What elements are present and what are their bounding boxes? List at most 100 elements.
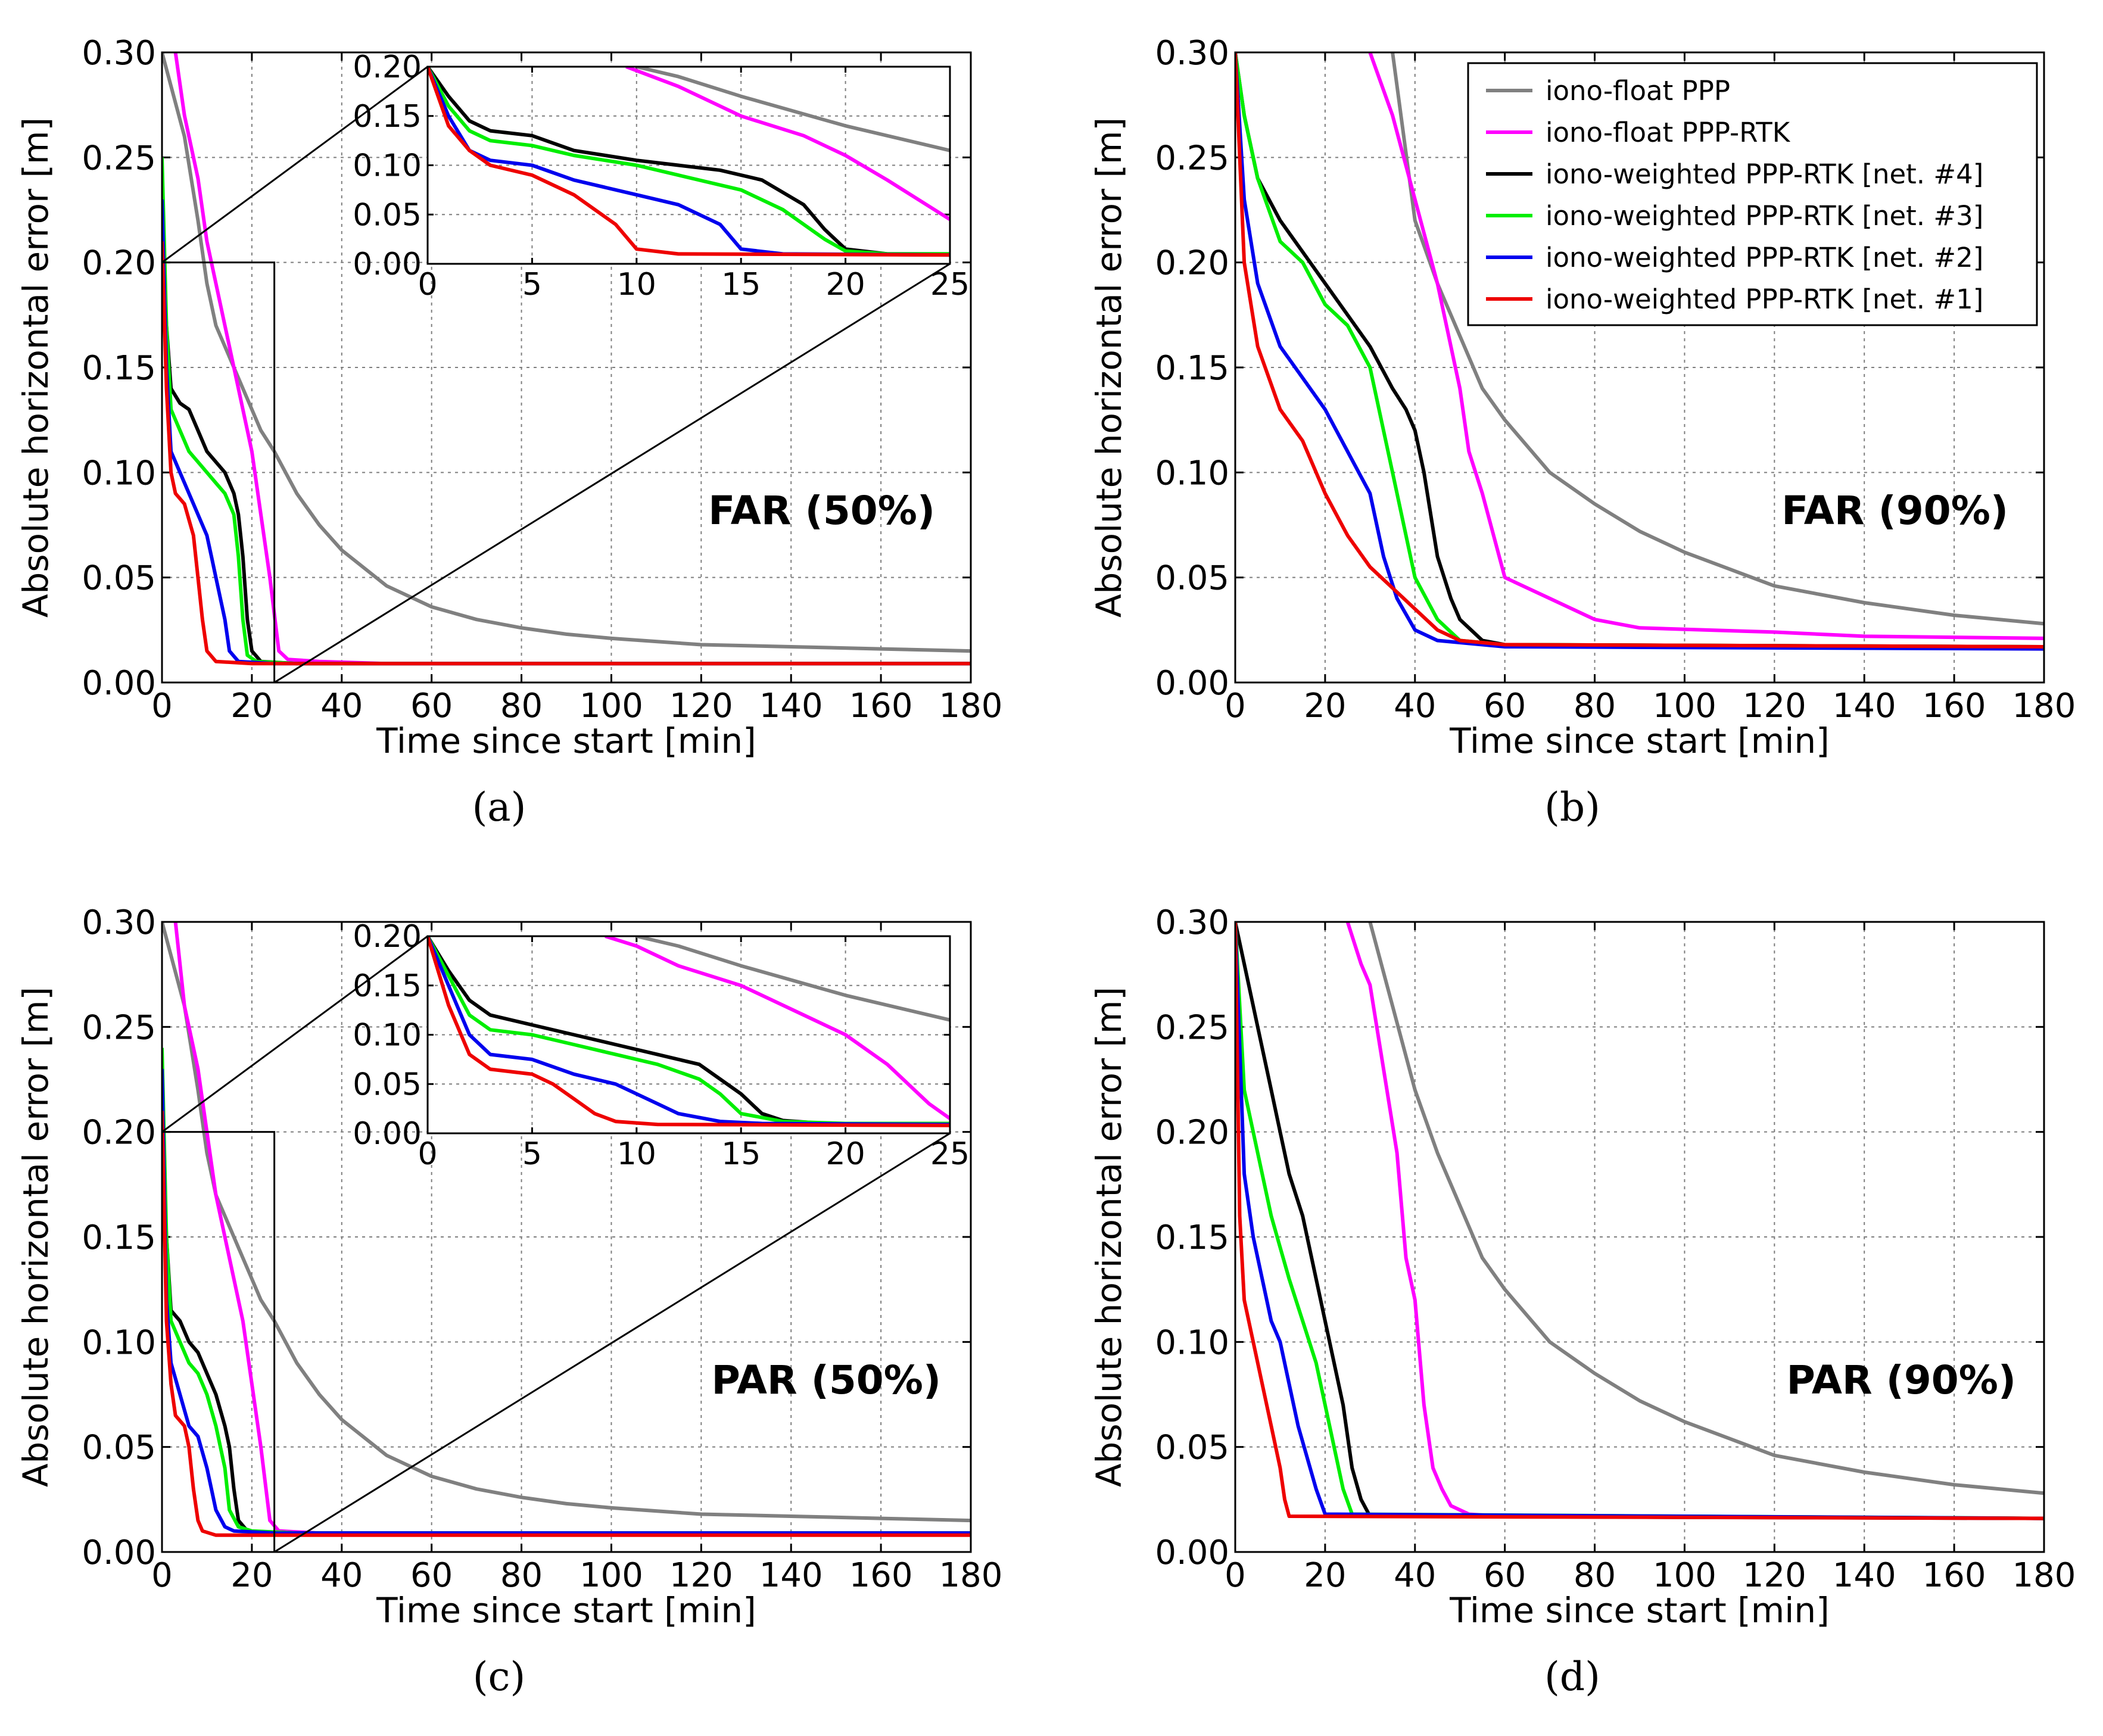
x-tick-label: 140 xyxy=(1833,687,1896,725)
inset-x-tick-label: 25 xyxy=(930,1136,970,1172)
series-line-iono-float-ppp xyxy=(1391,52,2044,626)
inset-x-tick-label: 20 xyxy=(826,1136,865,1172)
y-tick-label: 0.15 xyxy=(1155,349,1229,388)
inset-series-line-iono-weighted-ppp-rtk-net-4 xyxy=(428,67,950,256)
x-tick-label: 60 xyxy=(410,1556,453,1595)
y-tick-label: 0.05 xyxy=(82,1429,156,1467)
series-line-iono-float-ppp-rtk xyxy=(1368,52,2044,640)
panel-label: (a) xyxy=(472,784,526,830)
x-tick-label: 100 xyxy=(1653,687,1716,725)
inset-x-tick-label: 5 xyxy=(522,1136,542,1172)
panel-a: 0 20 40 60 80 100 120 140 160 1800.000.050.100.15… xyxy=(15,34,1002,830)
x-tick-label: 80 xyxy=(500,687,543,725)
series-line-iono-weighted-ppp-rtk-net-3 xyxy=(162,157,971,666)
inset-axes: 0 5 10 15 20 25 0.00 0.05 0.10 0.15 0.20 xyxy=(353,919,970,1172)
x-tick-label: 140 xyxy=(759,687,823,725)
panel-annotation: FAR (50%) xyxy=(708,488,935,534)
inset-series-line-iono-float-ppp xyxy=(636,67,950,152)
inset-axes: 0 5 10 15 20 25 0.00 0.05 0.10 0.15 0.20 xyxy=(353,49,970,303)
zoom-region-box xyxy=(161,261,276,684)
inset-y-tick-label: 0.20 xyxy=(353,919,422,955)
series-line-iono-weighted-ppp-rtk-net-2 xyxy=(1235,922,2044,1520)
panel-annotation: FAR (90%) xyxy=(1781,488,2008,534)
x-tick-label: 160 xyxy=(1923,1556,1986,1595)
inset-y-tick-label: 0.00 xyxy=(353,247,422,282)
x-tick-label: 60 xyxy=(1484,687,1526,725)
legend-entry-iono-weighted-ppp-rtk-net-1: iono-weighted PPP-RTK [net. #1] xyxy=(1546,283,1983,315)
zoom-connector-line xyxy=(161,935,428,1133)
panel-annotation: PAR (90%) xyxy=(1787,1357,2017,1403)
inset-y-tick-label: 0.00 xyxy=(353,1116,422,1152)
y-tick-label: 0.15 xyxy=(82,1218,156,1257)
y-tick-label: 0.25 xyxy=(82,1008,156,1047)
zoom-region-box xyxy=(161,1131,276,1553)
inset-x-tick-label: 15 xyxy=(721,267,761,303)
inset-y-tick-label: 0.15 xyxy=(353,968,422,1004)
x-tick-label: 160 xyxy=(1923,687,1986,725)
x-tick-label: 120 xyxy=(669,1556,733,1595)
x-tick-label: 160 xyxy=(849,687,913,725)
y-tick-label: 0.20 xyxy=(82,1114,156,1152)
x-tick-label: 100 xyxy=(1653,1556,1716,1595)
y-tick-label: 0.20 xyxy=(1155,244,1229,283)
y-axis-label: Absolute horizontal error [m] xyxy=(1089,117,1129,618)
x-tick-label: 60 xyxy=(1484,1556,1526,1595)
x-tick-label: 120 xyxy=(1743,687,1806,725)
series-line-iono-weighted-ppp-rtk-net-1 xyxy=(1235,922,2044,1520)
y-tick-label: 0.00 xyxy=(82,1534,156,1572)
y-tick-label: 0.25 xyxy=(1155,1008,1229,1047)
inset-series-line-iono-float-ppp-rtk xyxy=(625,67,950,222)
series-line-iono-weighted-ppp-rtk-net-3 xyxy=(1235,52,2044,649)
inset-axes-frame xyxy=(426,935,951,1135)
x-tick-label: 180 xyxy=(2012,1556,2076,1595)
series-line-iono-weighted-ppp-rtk-net-4 xyxy=(1235,52,2044,649)
zoom-connector-line xyxy=(273,263,951,684)
inset-series-line-iono-weighted-ppp-rtk-net-3 xyxy=(428,67,950,256)
panel-annotation: PAR (50%) xyxy=(712,1357,942,1403)
axes-frame xyxy=(1234,921,2045,1553)
x-tick-label: 140 xyxy=(759,1556,823,1595)
series-line-iono-float-ppp xyxy=(162,52,971,653)
x-axis-label: Time since start [min] xyxy=(1449,1590,1830,1631)
inset-x-tick-label: 5 xyxy=(522,267,542,303)
series-line-iono-weighted-ppp-rtk-net-2 xyxy=(1235,52,2044,651)
inset-y-tick-label: 0.10 xyxy=(353,148,422,184)
x-axis-label: Time since start [min] xyxy=(1449,721,1830,761)
panel-c: 0 20 40 60 80 100 120 140 160 1800.000.050.100.15… xyxy=(15,903,1002,1700)
x-tick-label: 100 xyxy=(580,1556,643,1595)
x-tick-label: 0 xyxy=(151,1556,173,1595)
y-tick-label: 0.05 xyxy=(1155,559,1229,598)
zoom-connector-line xyxy=(273,1132,951,1553)
x-tick-label: 20 xyxy=(230,1556,273,1595)
series-line-iono-weighted-ppp-rtk-net-1 xyxy=(162,241,971,666)
series-line-iono-float-ppp-rtk xyxy=(1345,922,2044,1520)
x-tick-label: 0 xyxy=(1225,687,1246,725)
x-tick-label: 100 xyxy=(580,687,643,725)
panel-d: 0 20 40 60 80 100 120 140 160 180 0.00 0.05 0.10 0.15… xyxy=(1089,903,2076,1700)
series-line-iono-weighted-ppp-rtk-net-1 xyxy=(1235,52,2044,649)
x-tick-label: 120 xyxy=(669,687,733,725)
y-tick-label: 0.30 xyxy=(82,34,156,73)
inset-x-tick-label: 10 xyxy=(617,1136,656,1172)
y-tick-label: 0.25 xyxy=(82,139,156,177)
series-line-iono-weighted-ppp-rtk-net-4 xyxy=(1235,922,2044,1520)
inset-x-tick-label: 0 xyxy=(418,1136,437,1172)
x-tick-label: 140 xyxy=(1833,1556,1896,1595)
inset-y-tick-label: 0.15 xyxy=(353,99,422,135)
y-tick-label: 0.30 xyxy=(1155,34,1229,73)
x-tick-label: 0 xyxy=(1225,1556,1246,1595)
y-tick-label: 0.15 xyxy=(82,349,156,388)
inset-y-tick-label: 0.20 xyxy=(353,49,422,85)
x-axis-label: Time since start [min] xyxy=(376,1590,756,1631)
inset-series-line-iono-weighted-ppp-rtk-net-1 xyxy=(428,67,950,257)
legend: iono-float PPP iono-float PPP-RTK iono-wei… xyxy=(1467,62,2038,326)
x-tick-label: 80 xyxy=(1574,1556,1616,1595)
y-axis-label: Absolute horizontal error [m] xyxy=(1089,987,1129,1487)
series-line-iono-float-ppp-rtk xyxy=(173,922,971,1535)
inset-series-line-iono-weighted-ppp-rtk-net-4 xyxy=(428,936,950,1126)
panel-label: (d) xyxy=(1544,1654,1600,1700)
x-tick-label: 180 xyxy=(939,1556,1003,1595)
series-line-iono-float-ppp-rtk xyxy=(173,52,971,666)
y-tick-label: 0.30 xyxy=(1155,903,1229,942)
y-tick-label: 0.05 xyxy=(82,559,156,598)
